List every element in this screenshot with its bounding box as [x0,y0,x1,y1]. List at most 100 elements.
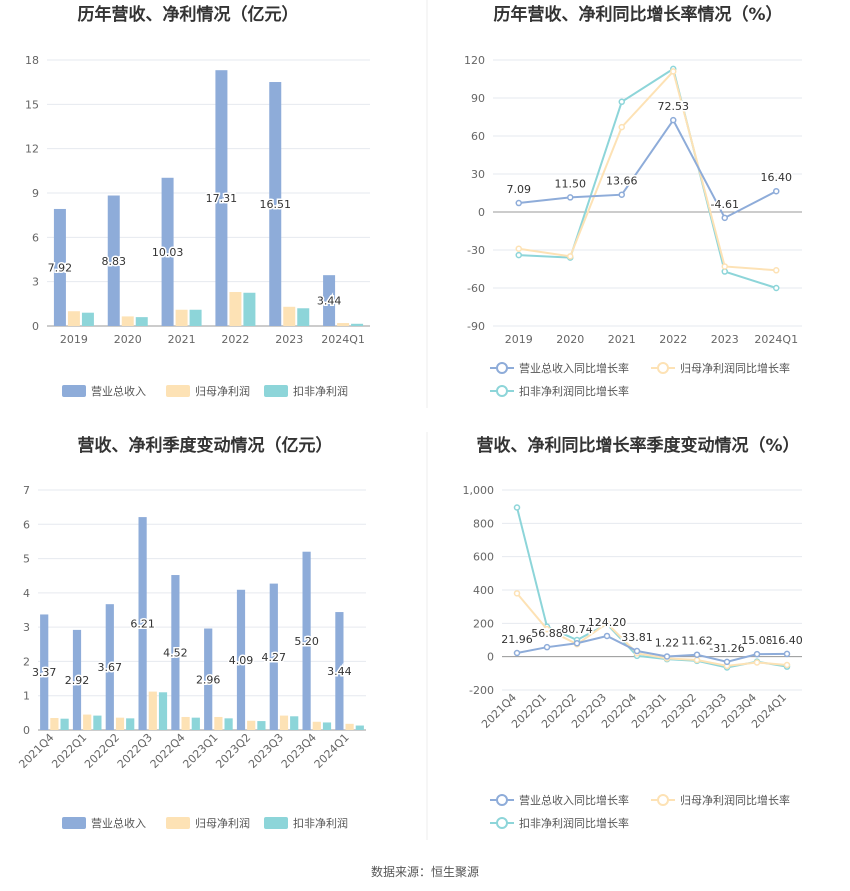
data-label: 16.40 [761,171,793,184]
data-label: 80.74 [561,623,593,636]
series-point [618,191,625,198]
y-tick-label: 7 [23,484,30,497]
series-point [513,590,521,597]
legend-item[interactable]: 营业总收入 [62,816,146,830]
legend-label: 扣非净利润 [293,816,348,830]
bar-net-profit [345,723,354,730]
y-tick-label: 600 [473,551,494,564]
legend-item[interactable]: 扣非净利润 [264,816,348,830]
legend-item[interactable]: 扣非净利润同比增长率 [490,816,629,830]
x-tick-label: 2022Q2 [82,731,122,771]
y-tick-label: 0 [23,724,30,737]
legend-swatch [264,385,288,397]
bar-revenue [335,612,344,730]
series-point [723,658,731,666]
bar-net-profit [83,714,92,730]
y-tick-label: -60 [467,282,485,295]
bar-revenue [204,628,213,730]
data-label: 8.83 [102,255,127,268]
x-tick-label: 2022Q1 [49,731,89,771]
bar-deducted-profit [351,323,364,326]
legend-marker [496,817,508,829]
x-tick-label: 2023Q1 [180,731,220,771]
series-point [618,98,625,106]
legend-swatch [166,817,190,829]
data-label: 3.44 [327,665,352,678]
legend-item[interactable]: 营业总收入同比增长率 [490,793,629,807]
legend-item[interactable]: 归母净利润同比增长率 [651,793,790,807]
legend-label: 归母净利润同比增长率 [680,793,790,807]
bar-deducted-profit [322,722,332,730]
data-label: 7.92 [48,261,73,274]
y-tick-label: 2 [23,655,30,668]
y-tick-label: 90 [471,92,485,105]
y-tick-label: 9 [32,187,39,200]
legend-item[interactable]: 归母净利润 [166,384,250,398]
series-point [783,650,791,658]
x-tick-label: 2024Q1 [754,333,798,346]
data-label: -31.26 [709,642,744,655]
series-point [603,632,611,640]
data-label: 10.03 [152,246,184,259]
series-point [773,267,780,274]
legend-item[interactable]: 营业总收入同比增长率 [490,361,629,375]
bar-deducted-profit [224,718,233,730]
series-point [573,639,581,647]
legend-marker [657,794,669,806]
series-point [567,194,574,201]
legend-label: 扣非净利润同比增长率 [519,384,629,398]
x-tick-label: 2023 [275,333,303,346]
y-tick-label: 120 [464,54,485,67]
data-label: 124.20 [588,616,627,629]
x-tick-label: 2023 [711,333,739,346]
bar-deducted-profit [243,292,256,326]
chart-title: 历年营收、净利情况（亿元） [78,4,299,25]
legend-item[interactable]: 归母净利润 [166,816,250,830]
legend-label: 营业总收入 [91,816,146,830]
y-tick-label: 15 [25,98,39,111]
bar-deducted-profit [158,692,168,730]
legend-label: 扣非净利润同比增长率 [519,816,629,830]
x-tick-label: 2022Q3 [115,731,155,771]
chart-title: 历年营收、净利同比增长率情况（%） [493,4,782,25]
chart-title: 营收、净利同比增长率季度变动情况（%） [476,435,799,456]
chart-1: 历年营收、净利情况（亿元） 0 3 6 9 12 15 18 2019 2020 2021 2022 2… [25,4,370,398]
bar-revenue [40,614,49,730]
y-tick-label: 3 [23,621,30,634]
legend-label: 归母净利润 [195,384,250,398]
legend-label: 营业总收入 [91,384,146,398]
data-label: 7.09 [507,183,532,196]
data-label: 4.27 [262,651,287,664]
y-tick-label: -30 [467,244,485,257]
bar-net-profit [283,306,296,326]
bar-net-profit [148,691,157,730]
data-label: 21.96 [501,633,533,646]
series-point [515,251,522,259]
y-tick-label: 5 [23,553,30,566]
bar-deducted-profit [135,317,148,326]
series-point [670,116,677,124]
legend-swatch [62,385,86,397]
x-tick-label: 2021 [168,333,196,346]
legend-item[interactable]: 扣非净利润 [264,384,348,398]
bar-revenue [161,177,174,326]
y-tick-label: 1 [23,690,30,703]
bar-deducted-profit [257,721,266,730]
data-label: 2.96 [196,673,221,686]
bar-net-profit [175,309,188,326]
data-label: 4.09 [229,654,254,667]
legend-item[interactable]: 归母净利润同比增长率 [651,361,790,375]
y-tick-label: 12 [25,143,39,156]
bar-deducted-profit [297,308,310,326]
series-point [567,253,574,260]
y-tick-label: 4 [23,587,30,600]
x-tick-label: 2024Q1 [321,333,365,346]
legend-item[interactable]: 扣非净利润同比增长率 [490,384,629,398]
bar-revenue [171,575,180,730]
legend-item[interactable]: 营业总收入 [62,384,146,398]
bar-net-profit [214,716,223,730]
legend-marker [496,362,508,374]
y-tick-label: 0 [487,651,494,664]
bar-revenue [323,275,336,326]
series-point [693,651,701,658]
